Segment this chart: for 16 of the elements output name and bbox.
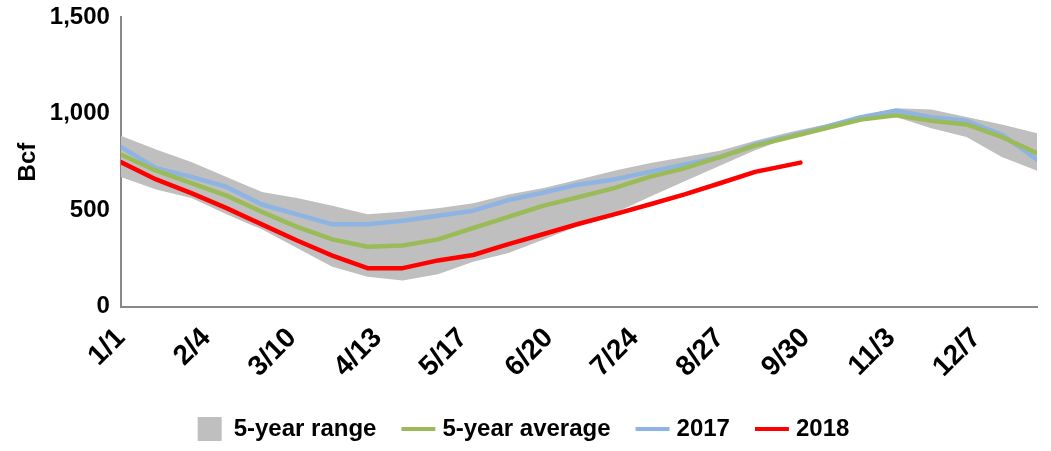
y-axis-title: Bcf — [13, 141, 41, 182]
y-tick-label: 1,500 — [49, 2, 110, 30]
x-tick-label: 3/10 — [241, 321, 302, 382]
legend-label: 5-year average — [442, 413, 611, 441]
x-tick-label: 11/3 — [841, 321, 901, 381]
y-tick-label: 1,000 — [49, 98, 110, 126]
x-tick-label: 6/20 — [497, 321, 559, 382]
legend-label: 2017 — [676, 413, 730, 441]
x-tick-label: 4/13 — [326, 321, 388, 382]
legend-label: 2018 — [795, 413, 850, 441]
y-tick-label: 0 — [96, 291, 110, 319]
y-tick-label: 500 — [69, 194, 110, 222]
x-tick-label: 2/4 — [166, 321, 217, 371]
legend-label: 5-year range — [233, 413, 377, 441]
x-tick-label: 1/1 — [81, 321, 131, 371]
x-tick-label: 9/30 — [754, 321, 816, 382]
